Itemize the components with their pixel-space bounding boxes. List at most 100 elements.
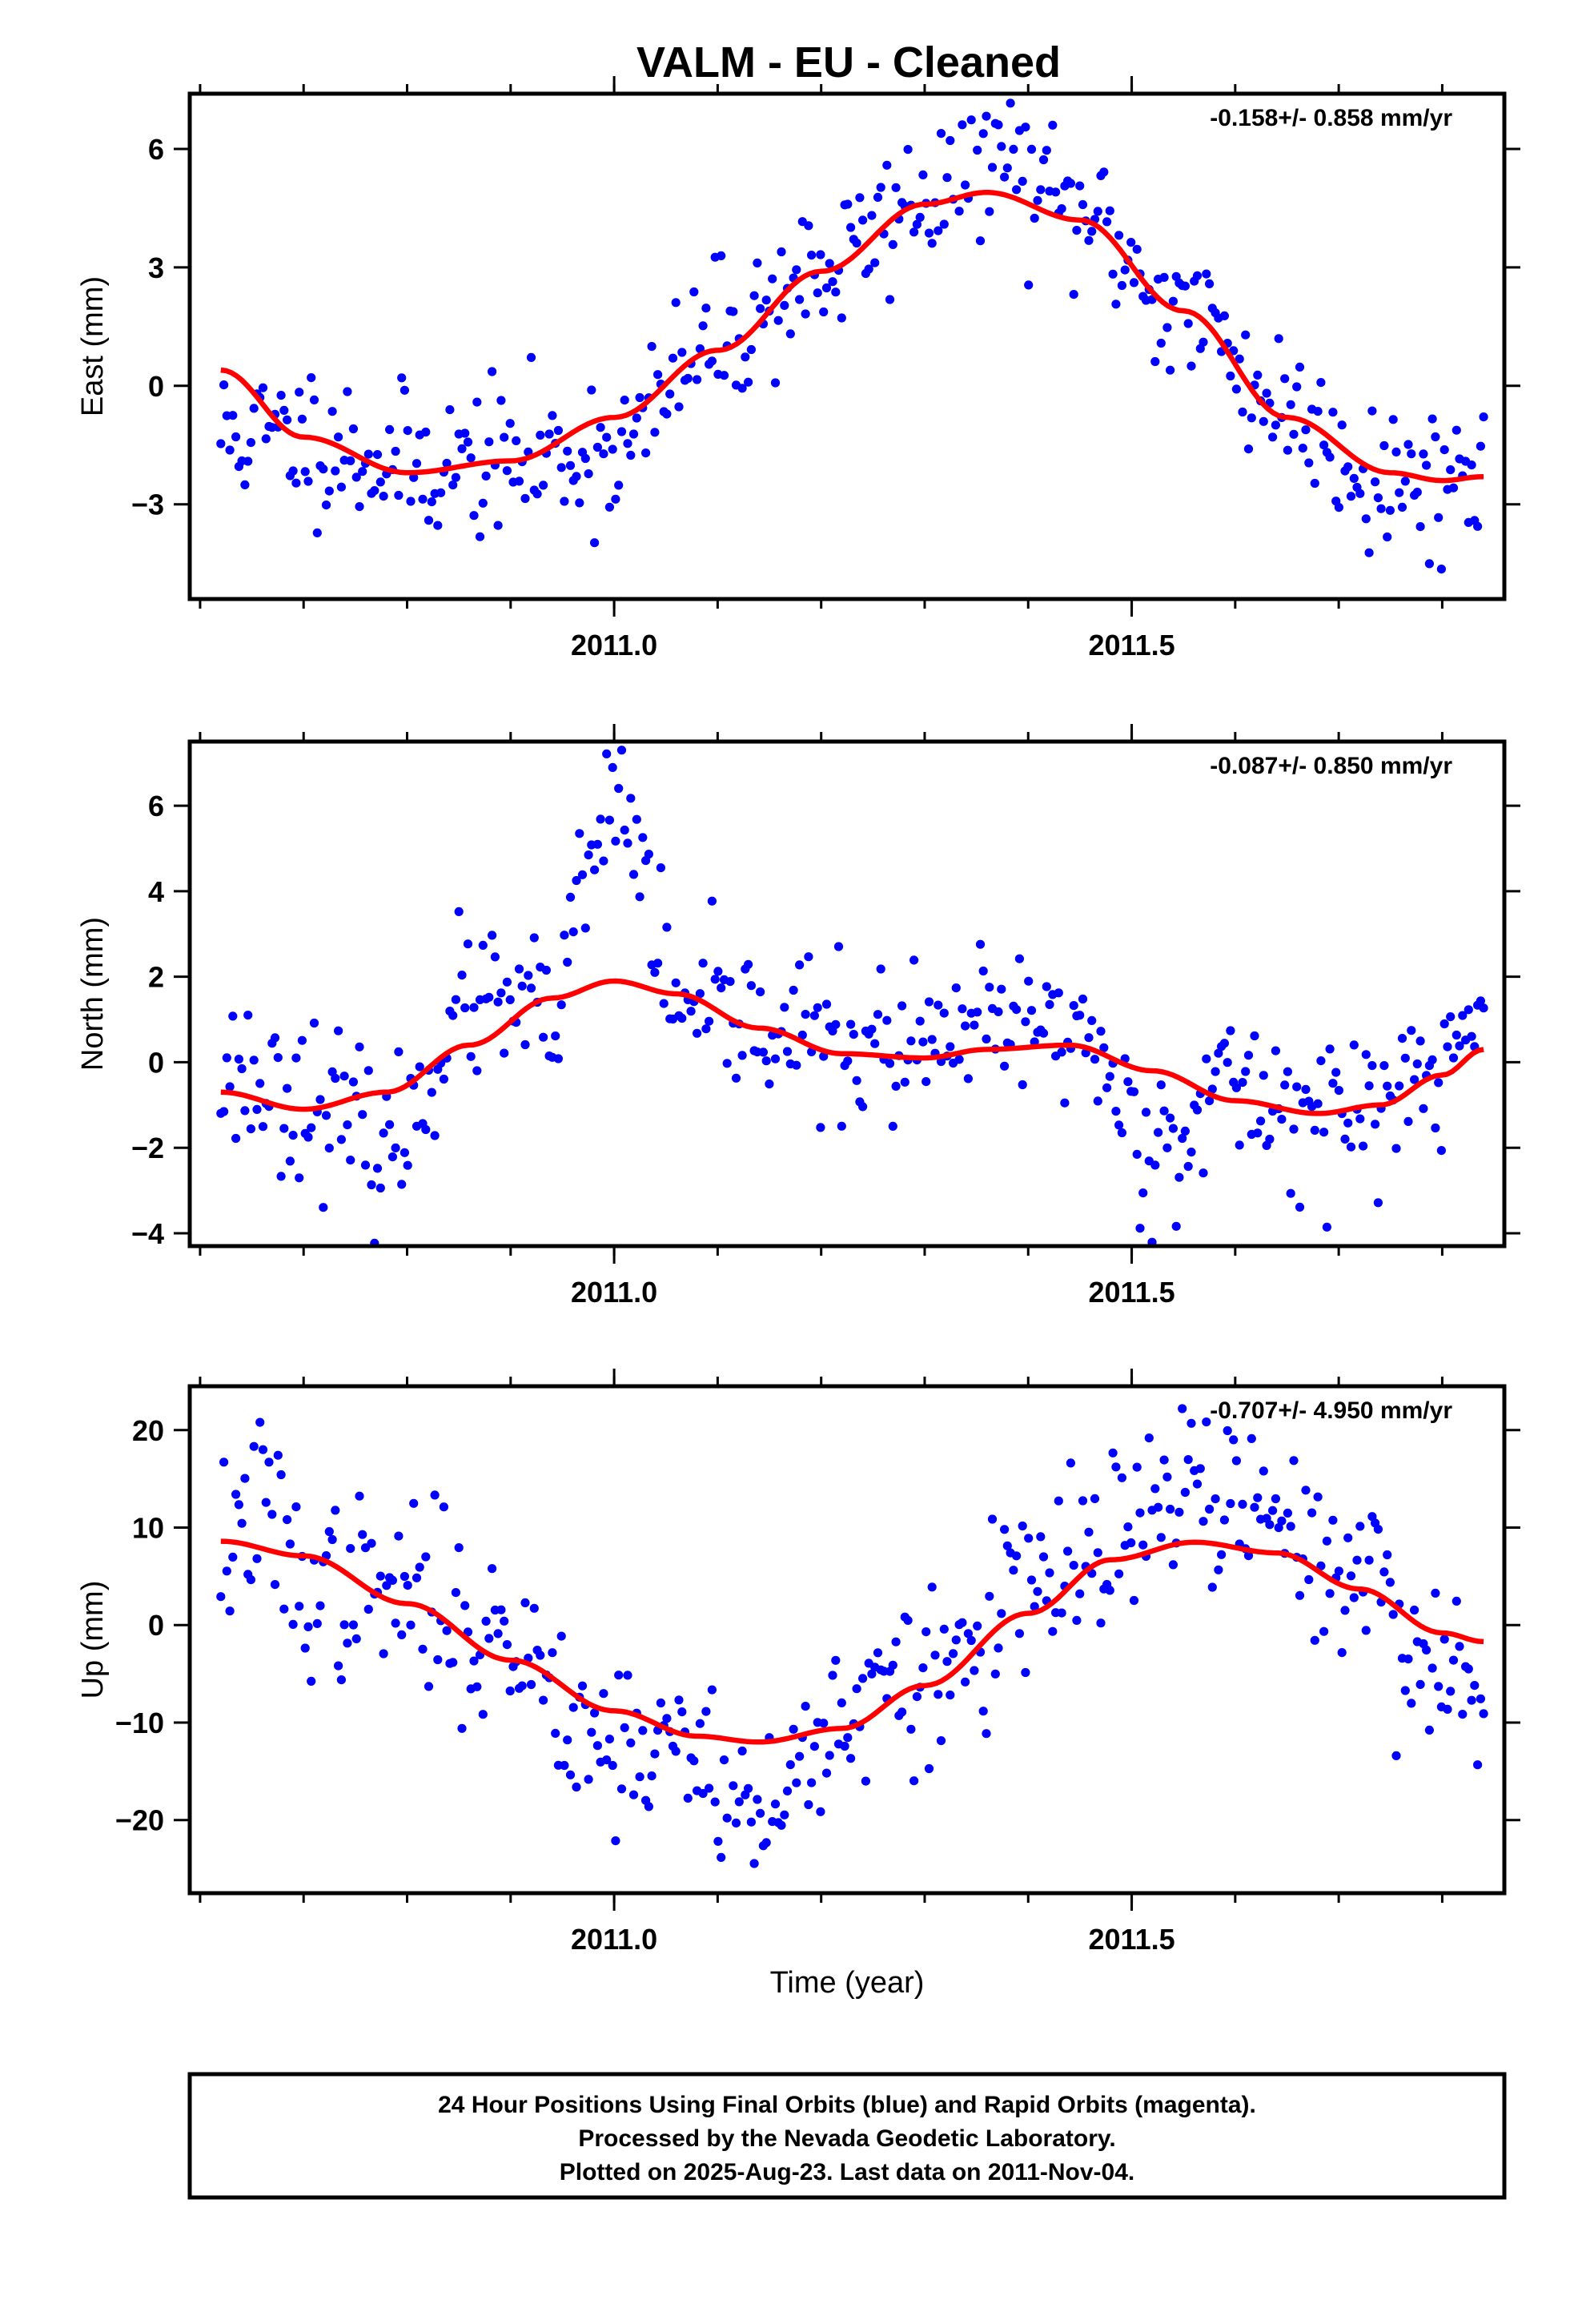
data-point — [828, 1671, 837, 1680]
data-point — [240, 480, 250, 490]
data-point — [1464, 1664, 1473, 1674]
data-point — [620, 1723, 629, 1732]
data-point — [1427, 1663, 1437, 1673]
data-point — [1048, 1626, 1058, 1636]
data-point — [707, 896, 717, 906]
data-point — [864, 264, 873, 274]
data-point — [228, 1552, 238, 1562]
data-point — [1313, 1099, 1323, 1108]
data-point — [490, 952, 500, 962]
data-point — [855, 193, 865, 203]
data-point — [1009, 144, 1018, 154]
data-point — [1183, 319, 1193, 328]
data-point — [1054, 988, 1063, 998]
data-point — [307, 373, 316, 383]
data-point — [1319, 1128, 1329, 1137]
data-point — [713, 967, 723, 976]
data-point — [488, 931, 497, 940]
data-point — [804, 1799, 813, 1810]
data-point — [1045, 999, 1054, 1009]
data-point — [954, 207, 964, 216]
data-point — [819, 1051, 829, 1061]
data-point — [994, 1007, 1003, 1016]
data-point — [397, 1180, 407, 1189]
data-point — [334, 1661, 343, 1671]
data-point — [295, 388, 304, 397]
x-tick-label: 2011.5 — [1088, 629, 1174, 661]
data-point — [1174, 1172, 1184, 1182]
data-point — [756, 1808, 765, 1818]
data-point — [592, 1741, 603, 1751]
data-point — [436, 488, 446, 497]
data-point — [255, 1079, 265, 1088]
data-point — [930, 1651, 940, 1660]
data-point — [517, 1681, 527, 1691]
data-point — [882, 1015, 892, 1025]
data-point — [1226, 1498, 1235, 1509]
data-point — [324, 1144, 334, 1153]
data-point — [753, 258, 762, 267]
data-point — [500, 1048, 509, 1058]
data-point — [671, 1747, 681, 1756]
data-point — [1211, 1067, 1220, 1076]
data-point — [1295, 1590, 1305, 1600]
y-axis-label: North (mm) — [76, 917, 110, 1071]
data-point — [1156, 338, 1166, 348]
data-point — [1359, 1141, 1368, 1151]
data-point — [1069, 1001, 1078, 1011]
data-point — [1419, 449, 1428, 459]
data-point — [1470, 1681, 1480, 1691]
data-point — [777, 247, 786, 257]
data-point — [372, 450, 383, 460]
data-point — [481, 1616, 491, 1626]
data-point — [1343, 1118, 1353, 1128]
data-point — [656, 1698, 666, 1708]
y-tick-label: 0 — [148, 370, 164, 403]
figure-title: VALM - EU - Cleaned — [636, 38, 1061, 86]
data-point — [343, 387, 352, 396]
data-point — [1147, 1237, 1157, 1246]
data-point — [283, 1515, 292, 1525]
data-point — [225, 1606, 235, 1616]
data-point — [1171, 1221, 1181, 1231]
data-point — [958, 1618, 967, 1627]
data-point — [873, 192, 883, 202]
data-point — [1349, 473, 1359, 484]
data-point — [604, 1735, 615, 1744]
data-point — [261, 434, 271, 444]
data-point — [843, 199, 853, 209]
data-point — [650, 967, 660, 977]
north-panel: 2011.0 2011.5 −4 −2 0 2 4 6 North (mm) -0.087+/- … — [76, 724, 1520, 1309]
data-point — [1150, 1484, 1160, 1494]
data-point — [611, 494, 620, 504]
data-point — [620, 396, 629, 405]
data-point — [888, 239, 897, 249]
data-point — [722, 1813, 732, 1823]
data-point — [1060, 1098, 1070, 1108]
data-point — [572, 875, 581, 886]
data-point — [1018, 176, 1027, 186]
data-point — [756, 304, 765, 313]
data-point — [427, 497, 436, 507]
data-point — [406, 497, 416, 506]
data-point — [346, 456, 355, 466]
data-point — [249, 1441, 259, 1451]
data-point — [1229, 1435, 1239, 1445]
data-point — [804, 221, 813, 231]
data-point — [909, 955, 919, 965]
data-point — [719, 1755, 729, 1765]
data-point — [1126, 1538, 1136, 1548]
data-point — [1078, 1496, 1088, 1506]
data-point — [565, 460, 576, 470]
data-point — [1168, 1124, 1178, 1133]
data-point — [219, 1107, 229, 1116]
data-point — [1277, 1115, 1287, 1124]
plot-frame — [187, 91, 1507, 601]
data-point — [608, 444, 617, 454]
data-point — [1014, 954, 1024, 963]
data-point — [1075, 1011, 1085, 1020]
data-point — [1313, 406, 1323, 416]
data-point — [912, 219, 921, 229]
data-point — [961, 180, 970, 190]
data-point — [903, 1615, 913, 1625]
